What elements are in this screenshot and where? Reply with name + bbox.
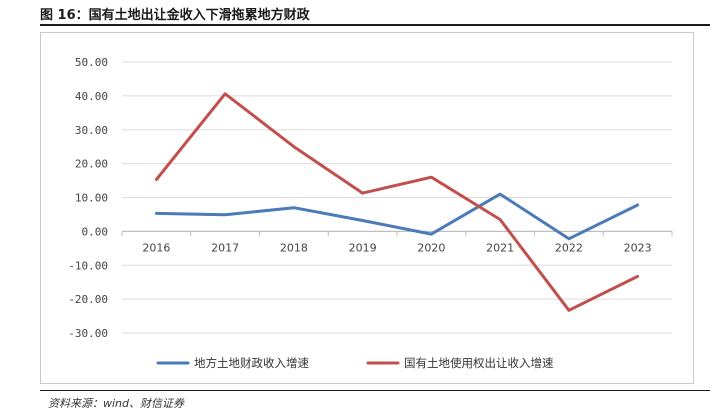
x-axis-tick-labels: 2016 2017 2018 2019 2020 2021 2022 2023 [142,241,651,254]
source-note: 资料来源：wind、财信证券 [48,397,185,410]
grid-lines [122,61,672,334]
legend-label-2: 国有土地使用权出让收入增速 [404,356,554,370]
title-divider [40,24,710,26]
x-tick-label: 2020 [417,241,445,254]
x-axis [121,230,673,237]
y-tick-label: 40.00 [75,90,108,103]
y-axis-tick-labels: 50.00 40.00 30.00 20.00 10.00 0.00 -10.00 -20.0… [68,56,108,340]
y-tick-label: 10.00 [75,192,108,205]
y-tick-label: 50.00 [75,56,108,69]
series-line-1 [154,192,640,241]
x-tick-label: 2019 [349,241,377,254]
y-tick-label: -30.00 [68,327,108,340]
x-tick-label: 2018 [280,241,308,254]
series-lines [154,92,640,312]
x-tick-label: 2017 [211,241,239,254]
y-tick-label: 0.00 [82,225,109,238]
x-tick-label: 2016 [142,241,170,254]
y-tick-label: -10.00 [68,259,108,272]
figure-title: 图 16：国有土地出让金收入下滑拖累地方财政 [40,8,310,23]
y-tick-label: 30.00 [75,124,108,137]
y-tick-label: 20.00 [75,158,108,171]
legend: 地方土地财政收入增速 国有土地使用权出让收入增速 [156,356,554,370]
x-tick-label: 2023 [624,241,652,254]
x-tick-label: 2022 [555,241,583,254]
y-tick-label: -20.00 [68,293,108,306]
series-line-2 [154,92,640,312]
x-tick-label: 2021 [486,241,514,254]
chart-frame [40,32,694,384]
legend-label-1: 地方土地财政收入增速 [194,356,309,370]
bottom-divider [40,390,710,391]
